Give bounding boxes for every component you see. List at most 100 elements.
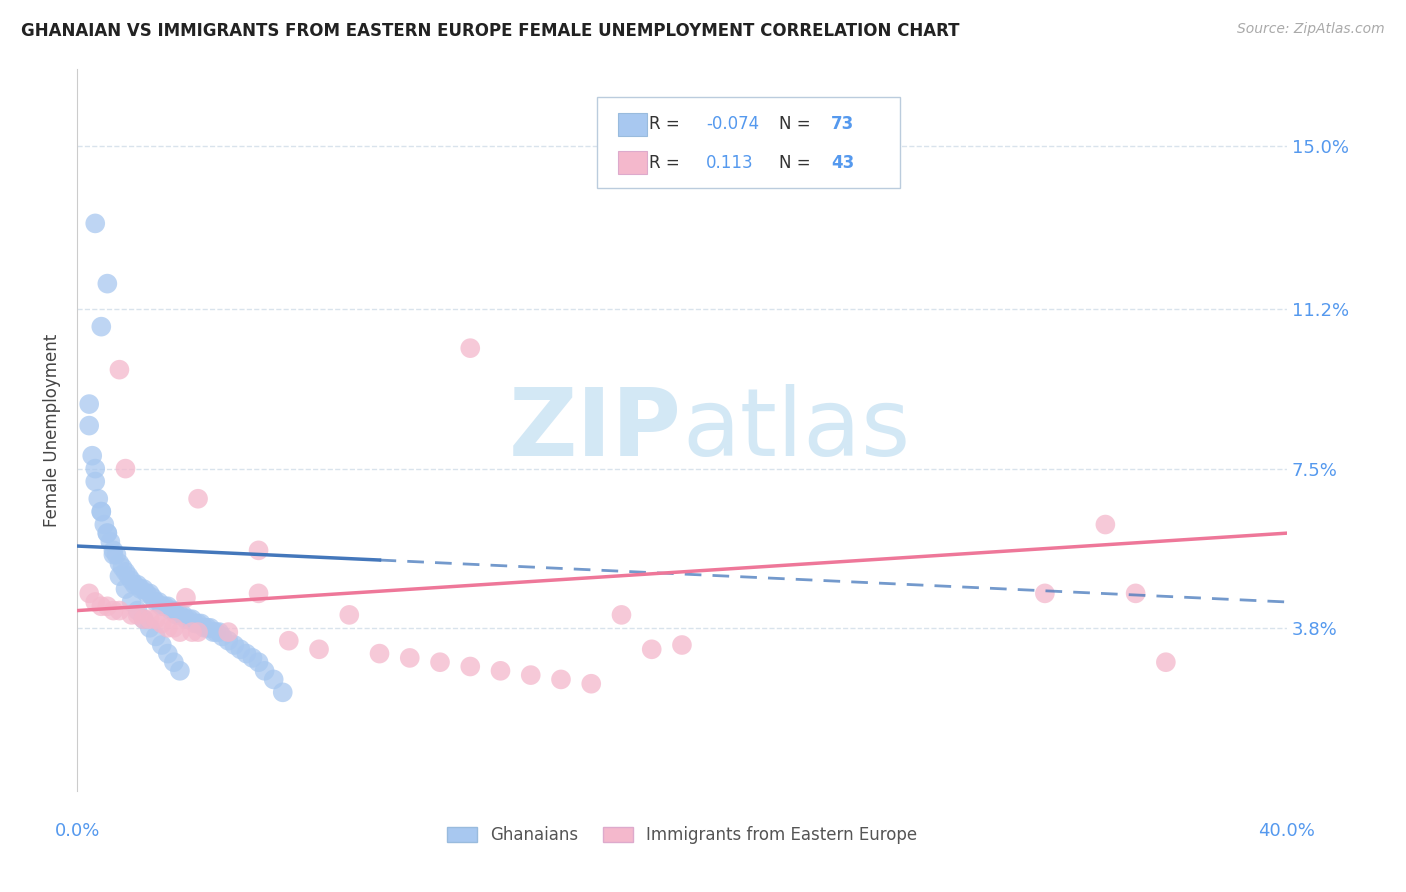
Point <box>177 612 200 626</box>
Point <box>132 582 155 596</box>
Point <box>103 604 125 618</box>
Point <box>114 582 136 596</box>
Point <box>96 277 118 291</box>
Text: N =: N = <box>779 153 815 171</box>
Point <box>127 604 149 618</box>
Point <box>145 612 167 626</box>
Text: 40.0%: 40.0% <box>1258 822 1315 840</box>
Point <box>129 582 152 596</box>
Point <box>671 638 693 652</box>
Point <box>229 642 252 657</box>
Point <box>169 664 191 678</box>
Point <box>519 668 541 682</box>
Text: GHANAIAN VS IMMIGRANTS FROM EASTERN EUROPE FEMALE UNEMPLOYMENT CORRELATION CHART: GHANAIAN VS IMMIGRANTS FROM EASTERN EURO… <box>21 22 959 40</box>
Point <box>132 612 155 626</box>
Point <box>156 621 179 635</box>
Point <box>1094 517 1116 532</box>
Point <box>121 595 143 609</box>
Point <box>610 607 633 622</box>
Point <box>90 599 112 614</box>
Point <box>135 586 157 600</box>
Point <box>242 651 264 665</box>
Legend: Ghanaians, Immigrants from Eastern Europe: Ghanaians, Immigrants from Eastern Europ… <box>447 826 918 845</box>
Point <box>160 604 183 618</box>
Text: N =: N = <box>779 115 815 133</box>
Point <box>77 586 100 600</box>
Point <box>641 642 664 657</box>
Point <box>108 569 131 583</box>
Text: 43: 43 <box>831 153 853 171</box>
Point <box>96 526 118 541</box>
Point <box>187 616 209 631</box>
Point <box>184 616 207 631</box>
Point <box>138 621 160 635</box>
Point <box>153 599 176 614</box>
Point <box>337 607 360 622</box>
Point <box>277 633 299 648</box>
Point <box>121 574 143 588</box>
Point <box>458 659 481 673</box>
Point <box>181 612 204 626</box>
Point <box>368 647 391 661</box>
Point <box>117 569 139 583</box>
Point <box>195 621 218 635</box>
Point <box>148 595 170 609</box>
Point <box>138 586 160 600</box>
Point <box>190 616 212 631</box>
Point <box>174 612 197 626</box>
Point <box>1154 655 1177 669</box>
Point <box>163 604 186 618</box>
Point <box>198 621 221 635</box>
Point <box>127 607 149 622</box>
Point <box>84 216 107 230</box>
Point <box>429 655 451 669</box>
Point <box>253 664 276 678</box>
Point <box>108 362 131 376</box>
Point <box>181 625 204 640</box>
Point <box>96 526 118 541</box>
Point <box>217 625 239 640</box>
Point <box>308 642 330 657</box>
Point <box>1033 586 1056 600</box>
Text: 73: 73 <box>831 115 853 133</box>
Point <box>132 612 155 626</box>
Text: Source: ZipAtlas.com: Source: ZipAtlas.com <box>1237 22 1385 37</box>
Point <box>121 607 143 622</box>
Point <box>205 625 228 640</box>
Point <box>271 685 294 699</box>
Y-axis label: Female Unemployment: Female Unemployment <box>44 334 60 526</box>
Point <box>489 664 512 678</box>
Point <box>103 548 125 562</box>
Point <box>169 607 191 622</box>
Point <box>150 599 173 614</box>
Point <box>187 625 209 640</box>
Point <box>90 505 112 519</box>
Point <box>398 651 420 665</box>
Point <box>156 647 179 661</box>
Point <box>145 595 167 609</box>
Point <box>77 418 100 433</box>
Point <box>163 655 186 669</box>
Text: ZIP: ZIP <box>509 384 682 476</box>
Point <box>90 319 112 334</box>
Point <box>1125 586 1147 600</box>
Point <box>550 673 572 687</box>
Point <box>581 677 603 691</box>
Point <box>142 591 165 605</box>
Point <box>114 461 136 475</box>
Point <box>211 629 233 643</box>
Point <box>187 491 209 506</box>
Point <box>156 599 179 614</box>
Point <box>166 607 188 622</box>
FancyBboxPatch shape <box>598 97 900 188</box>
Text: 0.0%: 0.0% <box>55 822 100 840</box>
Text: R =: R = <box>650 153 685 171</box>
Point <box>224 638 246 652</box>
Point <box>84 595 107 609</box>
Point <box>193 621 215 635</box>
Point <box>96 599 118 614</box>
Point <box>208 625 231 640</box>
Point <box>202 625 225 640</box>
Point <box>145 629 167 643</box>
Point <box>103 543 125 558</box>
